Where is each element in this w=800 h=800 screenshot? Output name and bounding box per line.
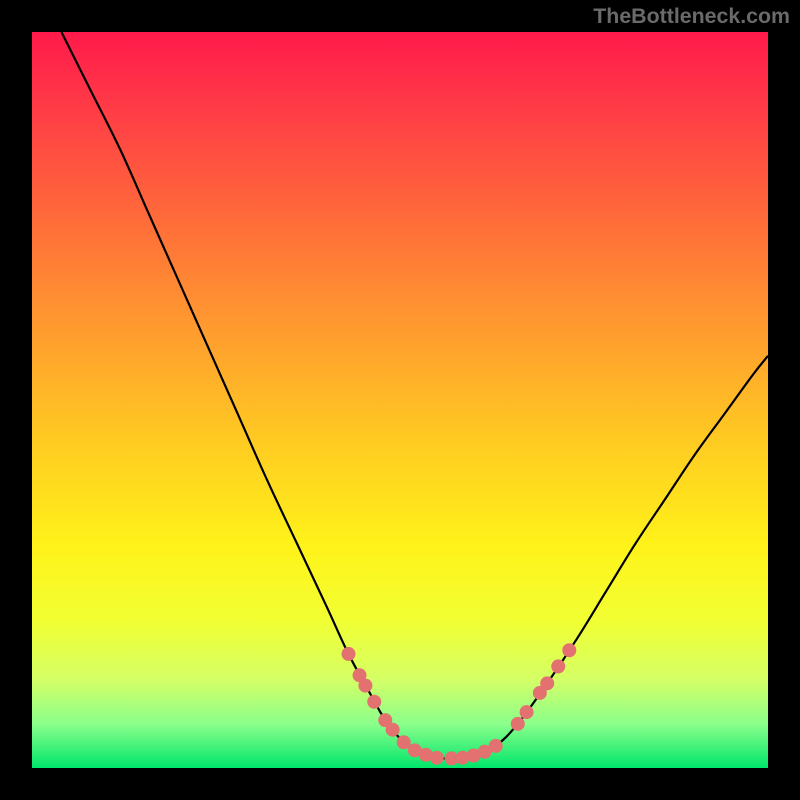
- highlight-marker: [367, 695, 381, 709]
- highlight-marker: [562, 643, 576, 657]
- highlight-marker: [520, 705, 534, 719]
- highlight-marker: [540, 676, 554, 690]
- highlight-marker: [430, 751, 444, 765]
- highlight-marker: [551, 659, 565, 673]
- bottleneck-chart: [0, 0, 800, 800]
- highlight-marker: [511, 717, 525, 731]
- highlight-marker: [358, 679, 372, 693]
- highlight-marker: [386, 723, 400, 737]
- highlight-marker: [489, 739, 503, 753]
- plot-background-gradient: [32, 32, 768, 768]
- highlight-marker: [341, 647, 355, 661]
- attribution-text: TheBottleneck.com: [593, 4, 790, 29]
